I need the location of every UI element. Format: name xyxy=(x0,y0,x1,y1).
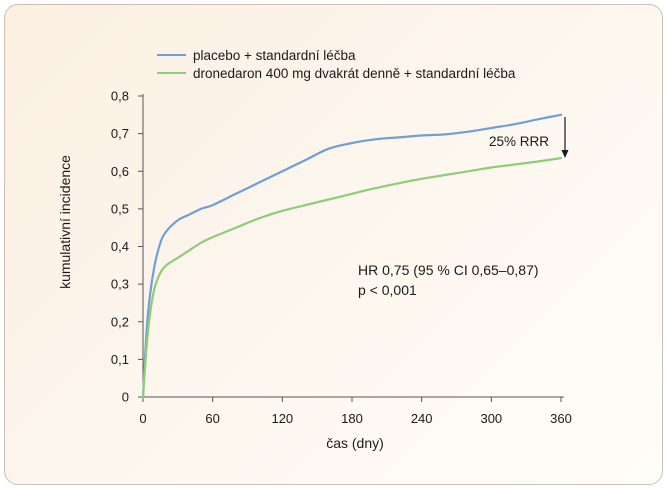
p-value-annotation: p < 0,001 xyxy=(358,282,417,298)
y-ticks: 0 0,1 0,2 0,3 0,4 0,5 0,6 0,7 0,8 xyxy=(111,89,143,405)
x-tick-label: 300 xyxy=(480,411,502,426)
series-line-dronedaron xyxy=(141,157,563,399)
y-tick-label: 0,6 xyxy=(111,164,129,179)
legend: placebo + standardní léčba dronedaron 40… xyxy=(157,48,516,81)
y-axis-title: kumulativní incidence xyxy=(57,155,73,289)
x-tick-label: 180 xyxy=(341,411,363,426)
x-tick-label: 120 xyxy=(271,411,293,426)
y-tick-label: 0,7 xyxy=(111,126,129,141)
y-tick-label: 0 xyxy=(122,390,129,405)
legend-label-dronedaron: dronedaron 400 mg dvakrát denně + standa… xyxy=(193,66,516,81)
legend-label-placebo: placebo + standardní léčba xyxy=(193,48,356,63)
x-tick-label: 60 xyxy=(205,411,219,426)
x-axis-title: čas (dny) xyxy=(326,435,384,451)
x-tick-label: 360 xyxy=(550,411,572,426)
x-ticks: 0 60 120 180 240 300 360 xyxy=(139,397,572,426)
y-tick-label: 0,2 xyxy=(111,314,129,329)
series-group xyxy=(141,113,563,399)
x-tick-label: 240 xyxy=(411,411,433,426)
x-tick-label: 0 xyxy=(139,411,146,426)
series-line-placebo xyxy=(141,113,563,399)
chart-frame xyxy=(4,4,663,485)
rrr-arrow-head xyxy=(561,150,569,158)
rrr-annotation: 25% RRR xyxy=(489,134,549,149)
y-tick-label: 0,1 xyxy=(111,352,129,367)
y-tick-label: 0,3 xyxy=(111,277,129,292)
y-tick-label: 0,4 xyxy=(111,239,129,254)
hr-annotation: HR 0,75 (95 % CI 0,65–0,87) xyxy=(358,262,539,278)
y-tick-label: 0,5 xyxy=(111,201,129,216)
y-tick-label: 0,8 xyxy=(111,89,129,104)
